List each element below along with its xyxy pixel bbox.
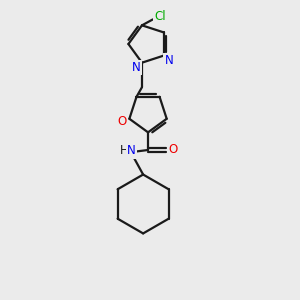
Text: N: N	[127, 145, 136, 158]
Text: H: H	[120, 145, 129, 158]
Text: N: N	[164, 54, 173, 67]
Text: O: O	[117, 115, 126, 128]
Text: O: O	[168, 143, 177, 157]
Text: N: N	[132, 61, 140, 74]
Text: Cl: Cl	[155, 10, 167, 23]
